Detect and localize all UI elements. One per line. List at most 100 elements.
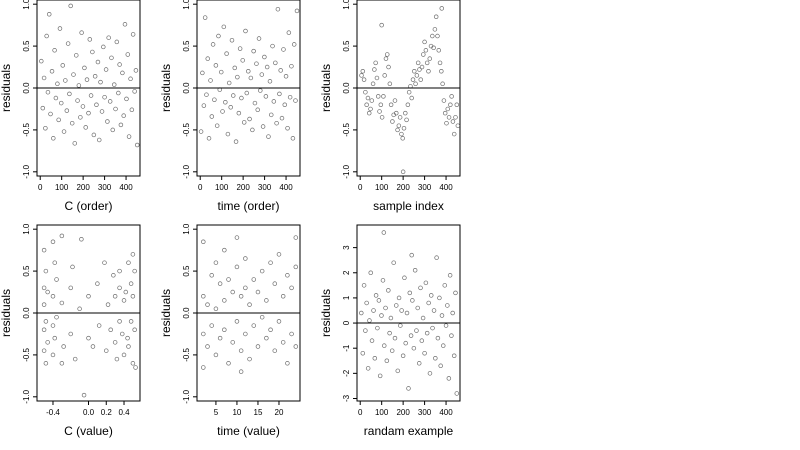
data-point bbox=[419, 64, 425, 70]
data-point bbox=[289, 63, 294, 69]
data-point bbox=[232, 65, 238, 71]
data-point bbox=[205, 56, 210, 61]
data-point bbox=[450, 310, 455, 316]
y-tick-label: 0.0 bbox=[22, 307, 31, 319]
y-tick-label: 1.0 bbox=[182, 0, 191, 10]
data-point bbox=[385, 52, 390, 57]
data-point bbox=[77, 306, 82, 312]
x-tick-label: 100 bbox=[215, 183, 229, 192]
y-tick-label: 0.0 bbox=[182, 82, 191, 94]
data-point bbox=[373, 60, 378, 66]
data-point bbox=[53, 95, 59, 101]
data-point bbox=[274, 120, 279, 126]
y-tick-label: -2 bbox=[342, 369, 351, 377]
data-point bbox=[251, 48, 256, 54]
data-point bbox=[363, 328, 368, 333]
data-point bbox=[65, 41, 71, 46]
data-point bbox=[404, 310, 410, 316]
data-point bbox=[132, 268, 137, 274]
data-point bbox=[399, 308, 404, 313]
y-tick-label: 0 bbox=[342, 320, 351, 325]
data-point bbox=[359, 310, 364, 316]
data-point bbox=[446, 376, 452, 381]
data-point bbox=[221, 24, 227, 30]
x-tick-label: 0.4 bbox=[118, 408, 130, 417]
data-point bbox=[105, 119, 110, 124]
data-point bbox=[441, 343, 446, 348]
data-point bbox=[59, 300, 65, 306]
data-point bbox=[371, 308, 376, 313]
data-point bbox=[223, 99, 228, 105]
y-tick-label: 0.5 bbox=[22, 265, 31, 277]
x-tick-label: 100 bbox=[375, 408, 389, 417]
data-point bbox=[202, 15, 208, 20]
y-axis-label: residuals bbox=[159, 289, 173, 337]
x-tick-label: 300 bbox=[98, 183, 112, 192]
data-point bbox=[121, 352, 127, 358]
x-axis-label: C (order) bbox=[64, 199, 112, 213]
data-point bbox=[382, 73, 387, 78]
data-point bbox=[59, 233, 65, 239]
data-point bbox=[411, 345, 417, 351]
data-point bbox=[368, 106, 373, 112]
x-tick-label: 400 bbox=[119, 183, 133, 192]
data-point bbox=[419, 338, 425, 343]
data-point bbox=[273, 60, 278, 66]
data-point bbox=[381, 230, 387, 235]
data-point bbox=[281, 47, 286, 52]
x-axis-label: time (order) bbox=[217, 199, 279, 213]
data-point bbox=[111, 82, 117, 87]
data-point bbox=[412, 268, 418, 273]
data-point bbox=[438, 363, 443, 369]
data-point bbox=[389, 348, 395, 353]
data-point bbox=[121, 113, 126, 118]
data-point bbox=[381, 94, 386, 99]
data-point bbox=[262, 54, 267, 60]
data-point bbox=[366, 110, 372, 116]
data-point bbox=[398, 323, 403, 328]
data-point bbox=[81, 392, 87, 398]
data-point bbox=[87, 37, 93, 42]
data-point bbox=[259, 72, 265, 77]
data-point bbox=[270, 43, 275, 49]
y-tick-label: 0.5 bbox=[22, 40, 31, 52]
data-point bbox=[437, 60, 443, 66]
data-point bbox=[94, 102, 99, 108]
data-point bbox=[289, 285, 294, 291]
data-point bbox=[293, 98, 298, 103]
data-point bbox=[49, 68, 55, 74]
data-point bbox=[291, 42, 297, 47]
data-point bbox=[72, 356, 78, 362]
y-tick-label: -0.5 bbox=[182, 347, 191, 361]
data-points bbox=[201, 235, 299, 374]
data-point bbox=[263, 94, 269, 99]
data-point bbox=[92, 74, 98, 79]
y-tick-label: 1.0 bbox=[22, 223, 31, 235]
data-point bbox=[67, 91, 72, 97]
data-point bbox=[395, 127, 400, 133]
data-point bbox=[45, 89, 51, 95]
data-point bbox=[130, 32, 136, 37]
data-point bbox=[64, 108, 70, 113]
data-point bbox=[48, 111, 53, 117]
data-point bbox=[441, 98, 447, 103]
data-point bbox=[222, 298, 227, 303]
data-point bbox=[397, 115, 403, 120]
data-point bbox=[233, 139, 239, 144]
data-point bbox=[128, 76, 133, 82]
data-point bbox=[241, 120, 247, 125]
data-point bbox=[294, 8, 300, 14]
data-point bbox=[250, 127, 255, 133]
data-point bbox=[226, 361, 231, 366]
data-point bbox=[268, 260, 273, 265]
data-point bbox=[133, 365, 138, 370]
data-point bbox=[231, 93, 236, 98]
data-point bbox=[445, 303, 450, 308]
y-tick-label: -1.0 bbox=[182, 164, 191, 178]
scatter-panel-1: -1.0 -0.5 0.0 0.5 1.0 0 100 200 300 400 C (order) r… bbox=[0, 0, 141, 213]
data-point bbox=[436, 48, 442, 53]
x-tick-label: 0 bbox=[358, 183, 363, 192]
data-point bbox=[439, 6, 445, 11]
data-point bbox=[226, 277, 231, 282]
